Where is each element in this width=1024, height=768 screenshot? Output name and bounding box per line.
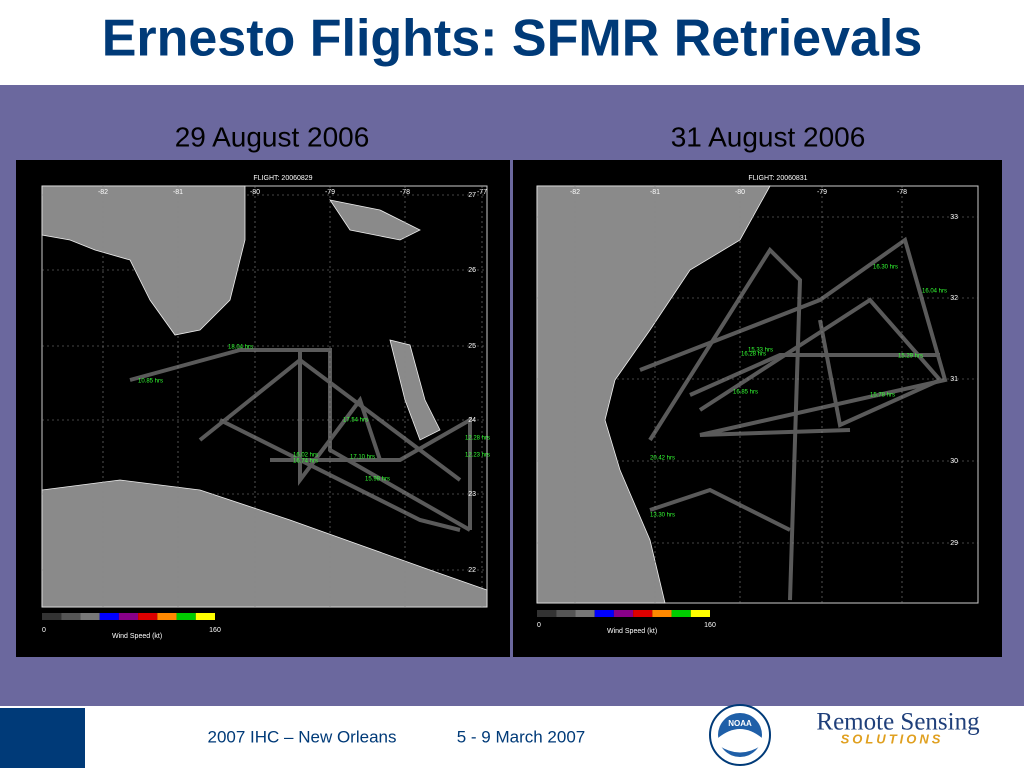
colorbar-segment — [594, 610, 614, 617]
lon-label: -81 — [650, 189, 660, 196]
colorbar-max: 160 — [704, 622, 716, 629]
colorbar-max: 160 — [209, 627, 221, 634]
lon-label: -82 — [570, 189, 580, 196]
lat-label: 26 — [468, 267, 476, 274]
colorbar-min: 0 — [537, 622, 541, 629]
land — [41, 479, 488, 608]
time-label: 16.28 hrs — [741, 352, 766, 358]
logo-bird — [718, 729, 762, 753]
lon-label: -78 — [400, 189, 410, 196]
lon-label: -80 — [735, 189, 745, 196]
flight-label: FLIGHT: 20060829 — [253, 175, 312, 182]
flight-track — [219, 418, 461, 532]
time-label: 15.98 hrs — [365, 477, 390, 483]
slide-title: Ernesto Flights: SFMR Retrievals — [102, 10, 923, 68]
flight-tracks — [639, 236, 948, 601]
footer-block — [0, 708, 85, 768]
colorbar-segment — [138, 613, 158, 620]
time-label: 16.04 hrs — [922, 289, 947, 295]
colorbar-segment — [671, 610, 691, 617]
flight-track — [689, 353, 940, 397]
colorbar-segment — [80, 613, 100, 620]
lon-label: -79 — [325, 189, 335, 196]
time-label: 15.78 hrs — [870, 393, 895, 399]
land — [389, 339, 441, 441]
flight-track — [649, 487, 791, 532]
brand-name: Remote Sensing — [816, 709, 980, 736]
flight-track — [270, 416, 472, 530]
lon-label: -79 — [817, 189, 827, 196]
lon-label: -77 — [477, 189, 487, 196]
colorbar-segment — [690, 610, 710, 617]
colorbar-segment — [633, 610, 653, 617]
lon-label: -81 — [173, 189, 183, 196]
colorbar-segment — [118, 613, 139, 620]
flight-track — [698, 297, 944, 428]
colorbar-segment — [99, 613, 119, 620]
colorbar-segment — [652, 610, 672, 617]
colorbar-segment — [575, 610, 595, 617]
lat-label: 27 — [468, 192, 476, 199]
flight-track — [298, 350, 382, 486]
lat-label: 32 — [950, 295, 958, 302]
colorbar-segment — [537, 610, 557, 617]
colorbar-min: 0 — [42, 627, 46, 634]
lat-label: 23 — [468, 491, 476, 498]
footer-event: 2007 IHC – New Orleans — [208, 727, 397, 746]
land — [536, 185, 771, 604]
time-label: 16.30 hrs — [873, 265, 898, 271]
footer-dates: 5 - 9 March 2007 — [457, 727, 586, 746]
colorbar-segment — [556, 610, 576, 617]
flight-track — [648, 246, 803, 601]
lon-label: -82 — [98, 189, 108, 196]
time-label: 17.54 hrs — [343, 418, 368, 424]
time-label: 13.30 hrs — [650, 513, 675, 519]
time-label: 15.29 hrs — [898, 354, 923, 360]
colorbar-segment — [42, 613, 62, 620]
time-label: 12.23 hrs — [465, 453, 490, 459]
lat-label: 25 — [468, 343, 476, 350]
colorbar-segment — [157, 613, 177, 620]
lon-label: -78 — [897, 189, 907, 196]
colorbar-segment — [613, 610, 634, 617]
time-label: 16.74 hrs — [293, 459, 318, 465]
time-label: 17.10 hrs — [350, 455, 375, 461]
time-label: 16.02 hrs — [293, 453, 318, 459]
title-bar — [0, 0, 1024, 85]
colorbar-segment — [61, 613, 81, 620]
lat-label: 33 — [950, 214, 958, 221]
colorbar-segment — [176, 613, 196, 620]
time-label: 16.85 hrs — [733, 390, 758, 396]
time-label: 18.04 hrs — [228, 345, 253, 351]
time-label: 12.28 hrs — [465, 436, 490, 442]
time-label: 10.85 hrs — [138, 379, 163, 385]
panel-date: 31 August 2006 — [671, 121, 866, 152]
flight-label: FLIGHT: 20060831 — [748, 175, 807, 182]
brand-sub: SOLUTIONS — [841, 731, 944, 746]
flight-tracks — [129, 348, 472, 532]
colorbar-label: Wind Speed (kt) — [607, 628, 657, 635]
lat-label: 24 — [468, 417, 476, 424]
flight-track — [129, 348, 471, 532]
land — [329, 199, 421, 241]
colorbar-segment — [195, 613, 215, 620]
land — [41, 185, 246, 336]
time-label: 20.42 hrs — [650, 456, 675, 462]
colorbar-label: Wind Speed (kt) — [112, 633, 162, 640]
lat-label: 31 — [950, 376, 958, 383]
logo-text: NOAA — [728, 719, 752, 728]
time-label: 15.33 hrs — [748, 348, 773, 354]
panel-date: 29 August 2006 — [175, 121, 370, 152]
lon-label: -80 — [250, 189, 260, 196]
lat-label: 30 — [950, 458, 958, 465]
lat-label: 29 — [950, 540, 958, 547]
lat-label: 22 — [468, 567, 476, 574]
flight-track — [639, 236, 948, 437]
